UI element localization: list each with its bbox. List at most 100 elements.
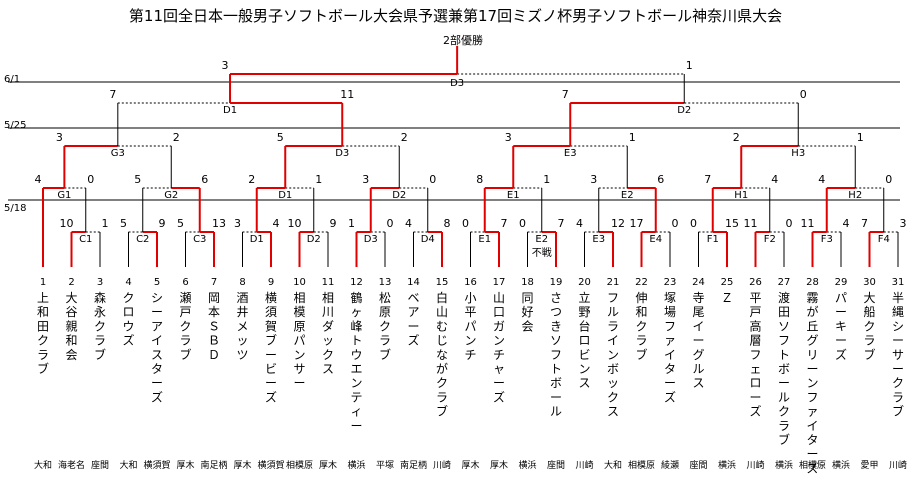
match-label: E3 [592,234,605,245]
team-name-char: テ [350,390,362,404]
date-label-round1: 5/18 [4,203,27,214]
team-name-char: ッ [322,334,334,348]
score-left: 0 [690,217,697,230]
team-name-char: ル [778,390,790,404]
match-label: D1 [223,105,237,116]
team-city: 川崎 [575,459,593,471]
score-left: 7 [109,88,116,101]
team-name-char: 船 [863,305,875,319]
score-right: 7 [501,217,508,230]
team-name-char: 伸 [635,291,647,305]
team-city: 座間 [689,459,707,471]
team-city: 平塚 [376,460,394,471]
score-left: 1 [348,217,355,230]
team-name-char: 霧 [806,291,818,305]
team-number: 3 [97,277,103,288]
team-city: 相模原 [628,459,655,471]
team-name-char: ク [94,319,106,333]
team-name-char: イ [607,334,619,348]
match-label: F1 [707,234,719,245]
team-name-char: ラ [436,390,448,404]
match-label: E3 [564,148,577,159]
team-name-char: ソ [778,319,790,333]
score-right: 1 [686,59,693,72]
team-name-char: ビ [578,348,590,362]
team-name-char: フ [749,348,761,362]
match-label: H3 [791,148,805,159]
team-number: 4 [125,277,131,288]
team-name-char: フ [550,348,562,362]
match-label: G2 [164,190,178,201]
team-name-char: イ [151,334,163,348]
walkover-note: 不戦 [532,246,552,259]
team-name-char: ロ [578,334,590,348]
score-left: 0 [462,217,469,230]
team-name-char: ク [322,348,334,362]
score-left: 3 [362,173,369,186]
team-name-char: 場 [664,305,676,319]
score-left: 3 [234,217,241,230]
team-city: 川崎 [889,459,907,471]
team-name-char: ブ [94,347,106,362]
team-name-char: 岡 [208,291,220,305]
team-name-char: パ [464,319,476,333]
score-right: 0 [786,217,793,230]
team-city: 南足柄 [200,459,227,471]
date-label-round3: 5/25 [4,120,27,131]
team-name-char: 半 [892,291,904,305]
team-name-char: ボ [550,376,562,390]
team-name-char: ン [493,334,505,348]
match-label: C3 [193,234,206,245]
team-name-char: ク [892,376,904,390]
team-name-char: メ [236,319,248,333]
team-name-char: 野 [578,305,590,319]
team-name-char: チ [464,348,476,362]
team-name-char: パ [293,334,305,348]
team-name-char: 縄 [892,304,904,319]
score-left: 7 [861,217,868,230]
team-number: 7 [211,277,217,288]
team-name-char: な [436,348,448,362]
team-name-char: 須 [265,305,277,319]
team-name-char: ブ [436,404,448,419]
team-name-char: ャ [493,362,505,376]
match-label: E2 [535,234,548,245]
team-name-char: じ [436,334,448,348]
team-name-char: 会 [521,319,533,333]
score-left: 5 [277,131,284,144]
team-name-char: ー [664,376,676,390]
team-name-char: ァ [664,334,676,348]
match-label: D2 [307,234,321,245]
match-label: D2 [677,105,691,116]
team-city: 横須賀 [143,459,170,471]
team-name-char: ン [607,348,619,362]
team-name-char: Ｄ [208,348,220,362]
team-name-char: 川 [322,305,334,319]
team-name-char: 田 [37,319,49,333]
team-name-char: フ [778,334,790,348]
team-name-char: ク [379,319,391,333]
team-name-char: つ [550,305,562,319]
team-name-char: 寺 [692,291,704,305]
score-right: 1 [857,131,864,144]
team-name-char: ー [265,348,277,362]
team-name-char: フ [806,390,818,404]
team-city: 厚木 [176,459,194,471]
team-city: 相模原 [286,459,313,471]
team-name-char: 高 [749,318,761,333]
score-left: 8 [476,173,483,186]
team-name-char: ー [749,390,761,404]
team-name-char: 戸 [749,305,761,319]
team-name-char: ァ [806,405,818,419]
score-right: 0 [387,217,394,230]
team-name-char: Ｓ [208,319,220,333]
match-label: D4 [421,234,435,245]
team-name-char: 原 [379,305,391,319]
team-name-char: ソ [550,334,562,348]
team-name-char: 大 [863,291,875,305]
team-name-char: 瀬 [179,291,191,305]
team-name-char: Ｂ [208,334,220,348]
team-name-char: 相 [293,291,305,305]
team-name-char: ビ [265,362,277,376]
